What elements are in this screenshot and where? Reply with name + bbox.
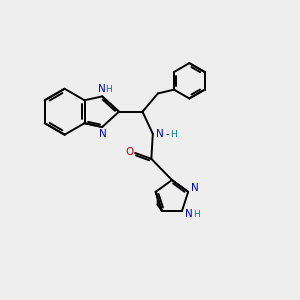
Text: N: N [98, 84, 106, 94]
Text: H: H [193, 210, 200, 219]
Text: N: N [99, 129, 106, 140]
Text: N: N [184, 209, 192, 220]
Text: O: O [126, 147, 134, 158]
Text: -: - [165, 129, 169, 139]
Text: H: H [170, 130, 177, 139]
Text: H: H [105, 85, 112, 94]
Text: N: N [191, 183, 199, 193]
Text: N: N [156, 129, 164, 139]
